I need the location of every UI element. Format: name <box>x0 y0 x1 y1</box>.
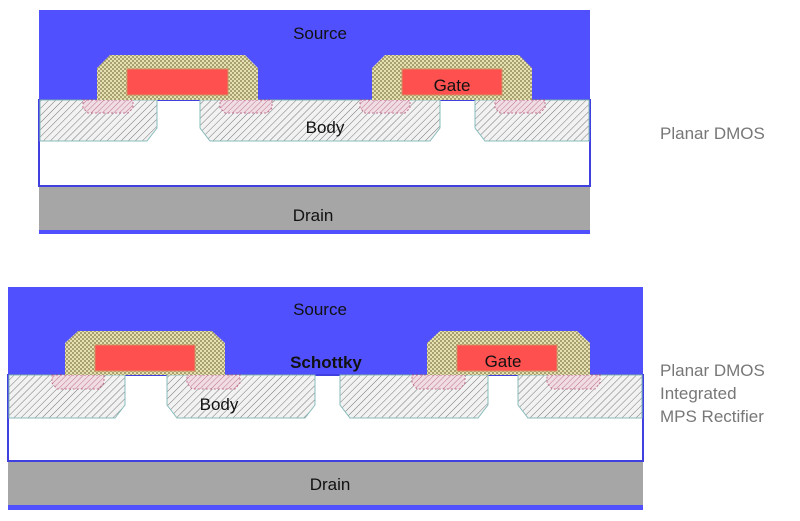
nplus-source <box>219 99 273 114</box>
drain-metal <box>8 462 643 505</box>
gate-electrode <box>401 68 503 96</box>
drain-metal <box>39 187 590 230</box>
body-label: Body <box>200 395 239 414</box>
nplus-source <box>51 374 105 390</box>
nplus-source <box>359 99 411 114</box>
nplus-source <box>411 374 466 390</box>
gate-electrode <box>126 68 229 96</box>
planar-dmos-mps-diagram: Source Schottky Gate Body Drain Planar D… <box>7 287 765 510</box>
caption: Planar DMOS <box>660 124 765 143</box>
drain-label: Drain <box>293 206 334 225</box>
schottky-label: Schottky <box>290 353 362 372</box>
body-label: Body <box>306 118 345 137</box>
drain-contact-line <box>39 230 590 234</box>
nplus-source <box>186 374 241 390</box>
gate-label: Gate <box>485 352 522 371</box>
nplus-source <box>494 99 546 114</box>
gate-electrode <box>456 344 558 372</box>
source-label: Source <box>293 24 347 43</box>
gate-electrode <box>94 344 196 372</box>
nplus-source <box>82 99 134 114</box>
planar-dmos-diagram: Source Gate Body Drain Planar DMOS <box>38 10 765 234</box>
drain-contact-line <box>8 505 643 510</box>
caption-line: Integrated <box>660 384 737 403</box>
drain-label: Drain <box>310 475 351 494</box>
gate-label: Gate <box>434 76 471 95</box>
nplus-source <box>546 374 601 390</box>
caption-line: MPS Rectifier <box>660 407 764 426</box>
caption-line: Planar DMOS <box>660 361 765 380</box>
source-label: Source <box>293 300 347 319</box>
